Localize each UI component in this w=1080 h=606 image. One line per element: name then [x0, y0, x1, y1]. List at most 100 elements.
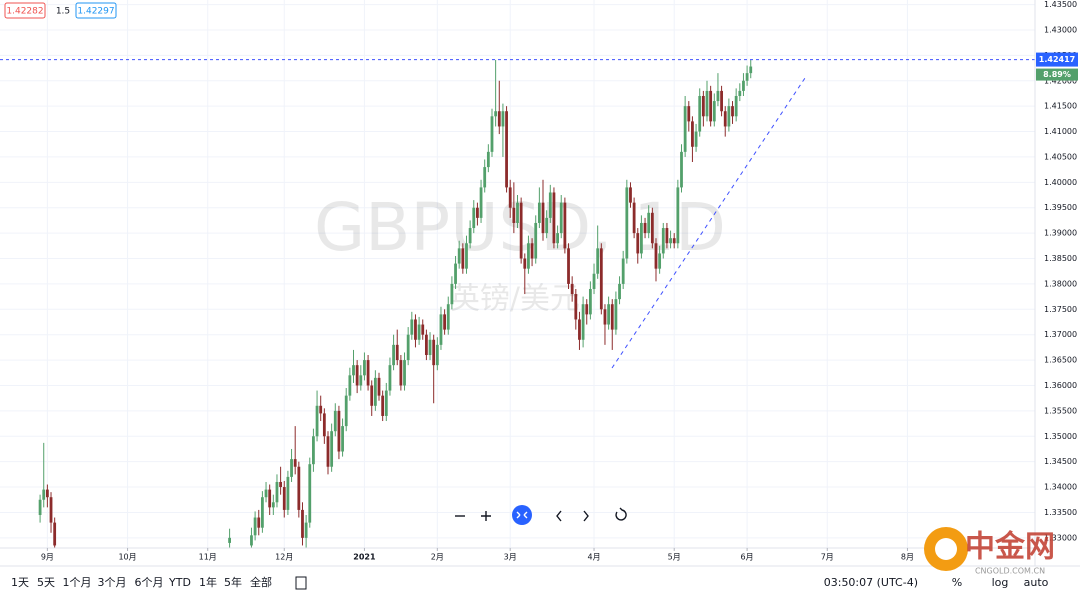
- candle-body: [326, 436, 330, 467]
- candle-body: [260, 497, 264, 528]
- candle-body: [723, 111, 727, 127]
- candle-body: [556, 233, 559, 244]
- candle-body: [574, 294, 578, 320]
- candle-body: [490, 116, 494, 152]
- reset-scale[interactable]: [512, 505, 532, 525]
- candle-body: [505, 111, 508, 188]
- candle-body: [355, 365, 359, 386]
- candle-body: [599, 248, 603, 310]
- candle-body: [559, 202, 563, 234]
- compare-icon[interactable]: [295, 576, 307, 590]
- range-button[interactable]: 1天: [11, 576, 29, 589]
- reset-chart[interactable]: [615, 507, 627, 521]
- y-tick-label: 1.43500: [1044, 0, 1077, 9]
- candle-body: [687, 106, 691, 122]
- range-button[interactable]: 6个月: [135, 576, 164, 589]
- range-button[interactable]: 1个月: [63, 576, 92, 589]
- scroll-left[interactable]: [556, 510, 562, 522]
- candle-body: [607, 304, 611, 325]
- scale-option[interactable]: %: [952, 576, 962, 589]
- scale-option[interactable]: log: [992, 576, 1009, 589]
- trend-line: [611, 77, 806, 369]
- candle-body: [330, 431, 334, 467]
- candle-body: [348, 375, 352, 396]
- candle-body: [468, 228, 472, 244]
- range-button[interactable]: 1年: [199, 575, 217, 589]
- candle-body: [629, 187, 632, 203]
- reset-icon: [516, 511, 528, 519]
- candle-body: [588, 288, 592, 315]
- candle-body: [472, 207, 476, 229]
- bid-box: [4, 2, 46, 19]
- candle-body: [282, 487, 286, 510]
- candle-body: [596, 248, 600, 274]
- candle-body: [621, 258, 625, 284]
- candle-body: [625, 187, 629, 259]
- candle-body: [286, 476, 290, 510]
- ask: 1.42297: [77, 7, 114, 17]
- change-box: [1036, 68, 1078, 81]
- x-tick-label: 6月: [741, 553, 754, 562]
- candle-body: [508, 187, 512, 208]
- candle-body: [669, 238, 672, 244]
- candle-body: [603, 309, 607, 325]
- x-tick-label: 5月: [668, 553, 681, 562]
- candle-body: [301, 509, 304, 538]
- ask-box: [75, 2, 117, 19]
- candle-body: [643, 222, 647, 234]
- y-tick-label: 1.34500: [1044, 457, 1077, 466]
- range-button[interactable]: 全部: [250, 575, 272, 589]
- candle-body: [454, 263, 457, 284]
- candle-body: [610, 304, 614, 330]
- candle-body: [228, 537, 231, 543]
- range-button[interactable]: YTD: [168, 576, 191, 589]
- candle-body: [373, 377, 377, 406]
- zoom-in[interactable]: [481, 511, 491, 521]
- candle-body: [716, 90, 720, 102]
- candle-body: [279, 481, 283, 488]
- candle-body: [548, 192, 552, 218]
- zoom-controls: [455, 505, 627, 525]
- y-tick-label: 1.41500: [1044, 102, 1077, 111]
- candle-body: [581, 304, 585, 340]
- candle-body: [250, 535, 253, 546]
- candle-body: [290, 459, 293, 477]
- clock: 03:50:07 (UTC-4): [824, 576, 918, 589]
- candle-body: [297, 466, 301, 510]
- y-tick-label: 1.37500: [1044, 305, 1077, 314]
- candle-body: [312, 436, 315, 465]
- logo-url: CNGOLD.COM.CN: [975, 567, 1045, 576]
- candle-body: [322, 413, 326, 437]
- watermark-sub: 英镑/美元: [450, 282, 580, 317]
- candle-body: [363, 360, 366, 376]
- candle-body: [268, 489, 272, 508]
- range-button[interactable]: 5年: [224, 575, 242, 589]
- candle-body: [483, 167, 487, 188]
- candle-body: [738, 90, 742, 96]
- scroll-right[interactable]: [583, 510, 589, 522]
- candle-body: [734, 95, 738, 117]
- candle-body: [49, 497, 53, 523]
- logo-name: 中金网: [965, 530, 1055, 565]
- y-tick-label: 1.39000: [1044, 229, 1077, 238]
- range-button[interactable]: 3个月: [98, 576, 127, 589]
- candle-body: [545, 217, 549, 234]
- candle-body: [42, 489, 46, 500]
- candle-body: [672, 238, 676, 244]
- scale-option[interactable]: auto: [1024, 576, 1049, 589]
- candle-body: [680, 151, 683, 188]
- candle-body: [658, 253, 662, 269]
- y-tick-label: 1.35000: [1044, 432, 1077, 441]
- candle-body: [439, 314, 443, 345]
- candle-body: [53, 522, 57, 546]
- range-button[interactable]: 5天: [37, 576, 55, 589]
- candle-body: [632, 202, 636, 234]
- candle-body: [650, 212, 654, 244]
- candle-body: [446, 304, 450, 330]
- candle-body: [253, 517, 257, 536]
- candle-body: [395, 344, 399, 361]
- candle-body: [636, 233, 640, 254]
- candle-body: [406, 334, 410, 361]
- candle-body: [424, 334, 428, 356]
- candle-body: [388, 365, 392, 391]
